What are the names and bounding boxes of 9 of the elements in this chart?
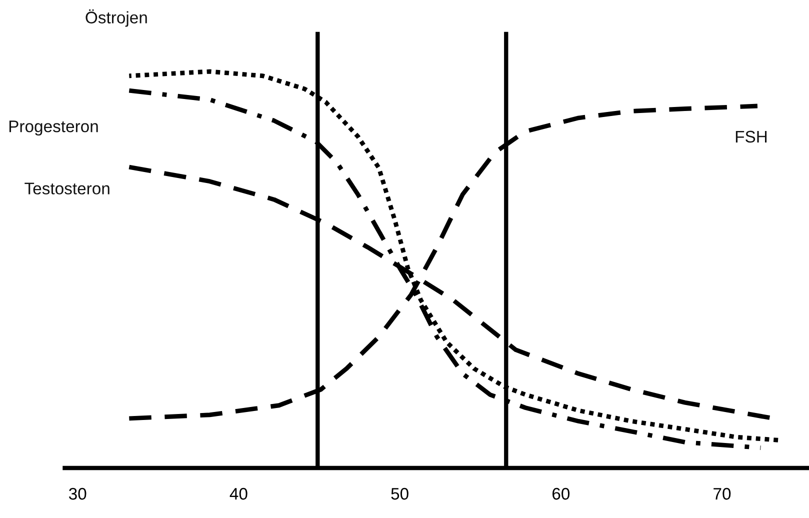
- text: Progesteron: [9, 120, 98, 136]
- x-tick-label: 40: [230, 488, 248, 500]
- text: Östrojen: [86, 9, 147, 27]
- x-tick-label: 50: [391, 488, 408, 500]
- series-label: FSH: [736, 130, 767, 143]
- x-tick-label: 30: [68, 488, 86, 500]
- x-tick-label: 70: [714, 488, 731, 500]
- x-tick-label: 60: [552, 488, 570, 500]
- series-label: Testosteron: [24, 182, 110, 194]
